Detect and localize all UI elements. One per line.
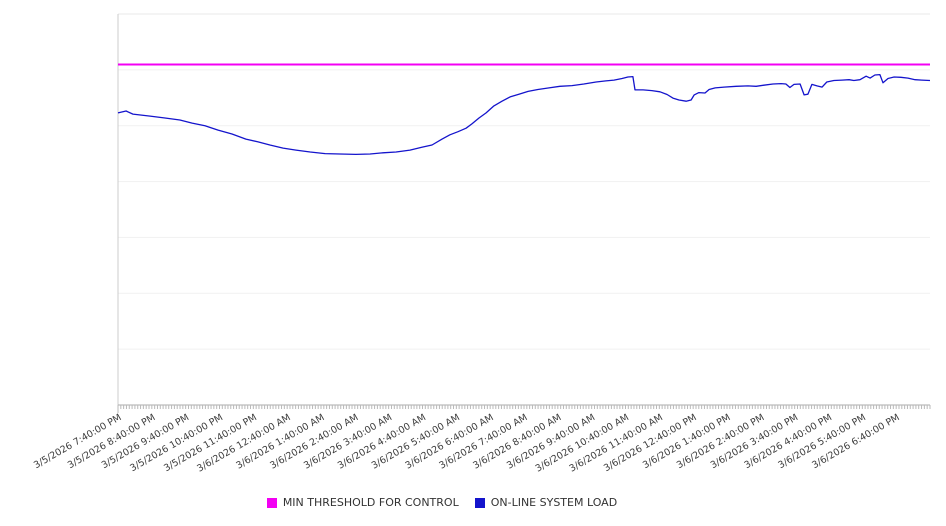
load-chart: 3/5/2026 7:40:00 PM3/5/2026 8:40:00 PM3/… [32, 13, 931, 475]
legend-label-online-load: ON-LINE SYSTEM LOAD [490, 496, 618, 509]
online-load-swatch-icon [474, 497, 485, 508]
chart-legend: MIN THRESHOLD FOR CONTROL ON-LINE SYSTEM… [0, 496, 946, 509]
chart-panel: 3/5/2026 7:40:00 PM 3/5/2026 8:40:00 PM 3/… [32, 13, 931, 475]
online-system-load-line [117, 73, 931, 156]
legend-label-min-threshold: MIN THRESHOLD FOR CONTROL [282, 496, 459, 509]
legend-item-online-load: ON-LINE SYSTEM LOAD [474, 496, 618, 509]
min-threshold-swatch-icon [266, 497, 277, 508]
legend-item-min-threshold: MIN THRESHOLD FOR CONTROL [266, 496, 459, 509]
